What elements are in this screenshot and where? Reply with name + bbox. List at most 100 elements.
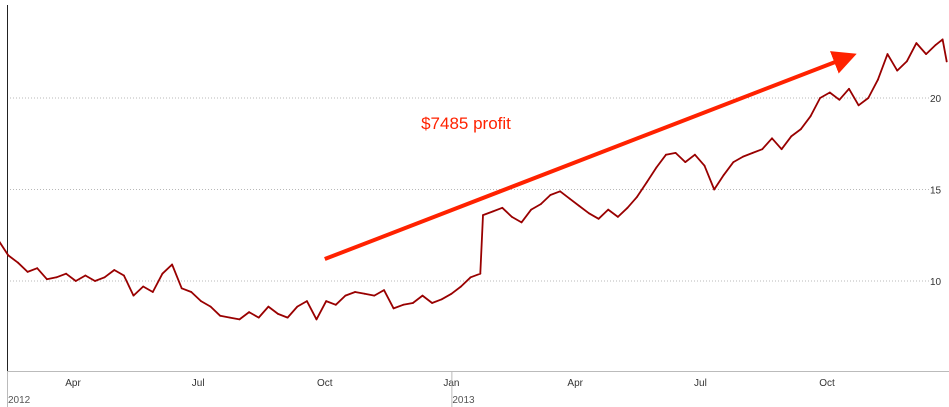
price-point	[460, 285, 462, 288]
price-point	[732, 161, 735, 164]
price-point	[315, 318, 318, 321]
price-point	[491, 210, 494, 213]
price-point	[780, 148, 783, 151]
price-point	[896, 69, 899, 72]
price-point	[161, 272, 164, 275]
price-point	[180, 287, 183, 290]
price-point	[520, 221, 523, 224]
price-point	[46, 278, 48, 281]
price-point	[617, 216, 619, 218]
price-point	[915, 42, 918, 44]
price-point	[402, 303, 405, 306]
price-point	[482, 214, 484, 217]
profit-annotation: $7485 profit	[421, 114, 511, 133]
price-point	[742, 155, 744, 158]
price-point	[132, 294, 135, 297]
y-tick-label: 10	[930, 277, 942, 288]
price-point	[103, 276, 106, 279]
price-point	[645, 181, 648, 184]
price-point	[886, 53, 889, 55]
price-point	[636, 195, 638, 198]
price-point	[431, 302, 433, 304]
price-point	[469, 276, 472, 279]
price-point	[306, 300, 308, 302]
price-point	[373, 294, 376, 297]
price-point	[568, 197, 571, 200]
price-point	[941, 38, 944, 41]
series-layer	[0, 38, 948, 321]
price-point	[84, 274, 87, 277]
price-point	[578, 205, 581, 207]
price-point	[945, 60, 948, 63]
price-point	[479, 272, 482, 275]
price-point	[819, 97, 821, 99]
grid-layer	[7, 97, 929, 282]
price-point	[450, 292, 453, 295]
x-tick-label: Jul	[694, 378, 707, 389]
price-point	[142, 285, 145, 288]
price-point	[877, 78, 879, 81]
price-point	[848, 87, 850, 90]
price-point	[334, 303, 337, 306]
price-point	[655, 166, 658, 169]
price-point	[665, 153, 667, 156]
price-point	[713, 188, 716, 191]
price-point	[190, 291, 193, 293]
price-point	[867, 97, 870, 99]
price-point	[694, 153, 696, 156]
price-point	[828, 91, 831, 94]
price-point	[559, 190, 561, 193]
price-point	[838, 98, 841, 101]
price-point	[703, 164, 706, 167]
price-point	[296, 305, 299, 308]
price-point	[74, 280, 77, 282]
price-point	[440, 298, 443, 301]
price-point	[674, 152, 677, 154]
price-point	[383, 289, 385, 291]
price-point	[26, 271, 29, 273]
x-tick-label: Oct	[819, 378, 835, 389]
price-point	[761, 148, 764, 151]
price-point	[392, 307, 395, 310]
price-point	[238, 318, 241, 321]
price-point	[325, 300, 328, 302]
price-point	[501, 206, 504, 209]
price-point	[277, 313, 279, 315]
price-point	[412, 302, 414, 304]
price-point	[7, 254, 10, 257]
price-point	[800, 128, 802, 131]
price-point	[354, 291, 356, 293]
x-tick-label: Jul	[192, 378, 205, 389]
price-point	[588, 212, 590, 215]
price-point	[421, 294, 424, 297]
price-point	[55, 276, 58, 279]
price-point	[17, 261, 19, 264]
price-point	[94, 280, 96, 282]
price-line	[0, 38, 948, 321]
price-point	[607, 208, 610, 211]
price-point	[363, 292, 366, 295]
x-tick-label: Apr	[65, 378, 81, 389]
year-label: 2012	[8, 395, 31, 406]
price-point	[934, 44, 937, 46]
profit-arrow	[324, 51, 857, 261]
price-point	[597, 217, 600, 220]
price-point	[123, 274, 125, 277]
price-point	[722, 174, 725, 176]
price-point	[539, 203, 542, 206]
price-point	[113, 269, 116, 271]
y-tick-label: 20	[930, 94, 942, 105]
price-point	[530, 208, 533, 211]
price-point	[257, 316, 260, 319]
price-point	[36, 267, 39, 270]
price-point	[229, 316, 231, 319]
price-point	[248, 311, 251, 313]
price-point	[790, 135, 793, 138]
price-point	[751, 152, 754, 154]
y-tick-label: 15	[930, 186, 942, 197]
x-tick-label: Oct	[317, 378, 333, 389]
axis-layer: 101520AprJulOctJanAprJulOct20122013	[7, 5, 949, 407]
price-point	[549, 194, 552, 196]
